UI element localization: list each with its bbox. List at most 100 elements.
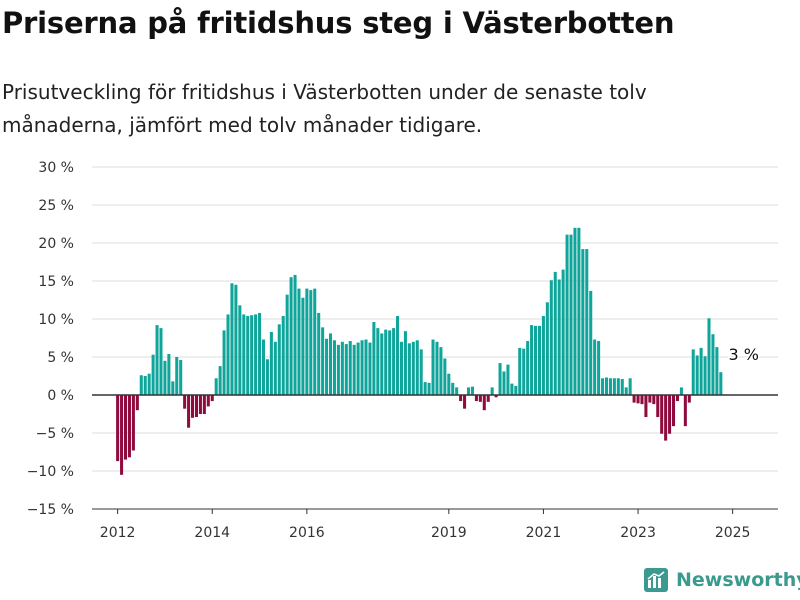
bar: [348, 341, 352, 395]
brand-logo: Newsworthy: [644, 568, 800, 592]
bar: [372, 322, 376, 395]
bar: [163, 360, 167, 395]
bar: [147, 373, 151, 395]
bar: [447, 373, 451, 395]
bar: [214, 378, 218, 395]
bar: [167, 353, 171, 395]
bar: [482, 395, 486, 411]
y-tick-label: 30 %: [38, 160, 74, 176]
bar: [396, 315, 400, 395]
bar: [127, 395, 131, 458]
bar: [332, 340, 336, 395]
bar: [171, 381, 175, 395]
bar: [439, 347, 443, 395]
bar: [258, 312, 262, 395]
y-tick-label: −10 %: [27, 464, 74, 480]
bar: [577, 227, 581, 395]
x-tick-label: 2019: [431, 525, 467, 541]
bar: [593, 339, 597, 395]
bar: [672, 395, 676, 427]
bar: [648, 395, 652, 403]
bar: [352, 344, 356, 395]
bar: [585, 249, 589, 395]
y-tick-label: 25 %: [38, 198, 74, 214]
bar: [534, 325, 538, 395]
bar: [660, 395, 664, 434]
bar: [419, 349, 423, 395]
bar: [273, 341, 277, 395]
bar-chart: 30 % 25 % 20 % 15 % 10 % 5 % 0 % −5 % −10 % −15 %…: [27, 160, 778, 541]
bar: [628, 378, 632, 395]
bar: [269, 331, 273, 395]
bar: [415, 340, 419, 395]
bar: [656, 395, 660, 418]
bar: [399, 341, 404, 395]
bar: [612, 378, 616, 395]
y-tick-label: 20 %: [38, 236, 74, 252]
bar: [143, 376, 147, 395]
bar: [226, 314, 230, 395]
y-tick-label: 0 %: [47, 388, 74, 404]
x-tick-label: 2016: [289, 525, 325, 541]
bar: [620, 379, 624, 395]
bar: [175, 357, 179, 395]
bar: [644, 395, 648, 418]
bar: [695, 355, 699, 395]
bar: [234, 284, 238, 395]
y-tick-label: 15 %: [38, 274, 74, 290]
bar: [573, 227, 577, 395]
bar: [427, 382, 431, 395]
bar: [254, 314, 258, 395]
x-tick-label: 2023: [620, 525, 656, 541]
bar: [123, 395, 128, 460]
bar: [557, 279, 561, 395]
bar: [498, 363, 502, 395]
bar: [506, 364, 510, 395]
bar: [191, 395, 195, 418]
bar: [530, 325, 534, 395]
bar: [305, 288, 309, 395]
chart-subtitle: Prisutveckling för fritidshus i Västerbo…: [2, 80, 647, 137]
bar: [707, 318, 711, 395]
bar: [518, 347, 522, 395]
bar: [640, 395, 644, 405]
bar: [565, 234, 569, 395]
bar: [297, 288, 301, 395]
bar: [474, 395, 478, 402]
x-tick-label: 2025: [715, 525, 751, 541]
bar: [589, 290, 593, 395]
bar: [490, 387, 494, 395]
bar: [194, 395, 198, 418]
bar: [581, 249, 585, 395]
bar: [632, 395, 636, 403]
bar: [202, 395, 206, 414]
bar: [325, 338, 329, 395]
bar: [675, 395, 679, 402]
bar: [368, 342, 372, 395]
bar: [664, 395, 668, 441]
last-value-label: 3 %: [728, 345, 758, 364]
bar: [261, 339, 266, 395]
bar: [711, 334, 715, 395]
bar: [309, 290, 313, 395]
bar: [522, 348, 526, 395]
bar: [210, 395, 214, 402]
bar: [293, 274, 297, 395]
bar: [384, 329, 388, 395]
bar: [636, 395, 640, 404]
bar: [344, 344, 348, 395]
bar: [281, 315, 285, 395]
bar: [502, 371, 506, 395]
bar: [652, 395, 656, 405]
bar: [494, 395, 498, 398]
y-tick-label: −15 %: [27, 502, 74, 518]
bar: [329, 333, 333, 395]
bar: [597, 341, 601, 395]
bar: [624, 387, 628, 395]
bar: [230, 283, 234, 395]
bar: [683, 395, 687, 427]
bar: [463, 395, 467, 409]
bar: [715, 347, 719, 395]
newsworthy-logo-icon: [644, 568, 668, 592]
bar: [719, 372, 723, 395]
